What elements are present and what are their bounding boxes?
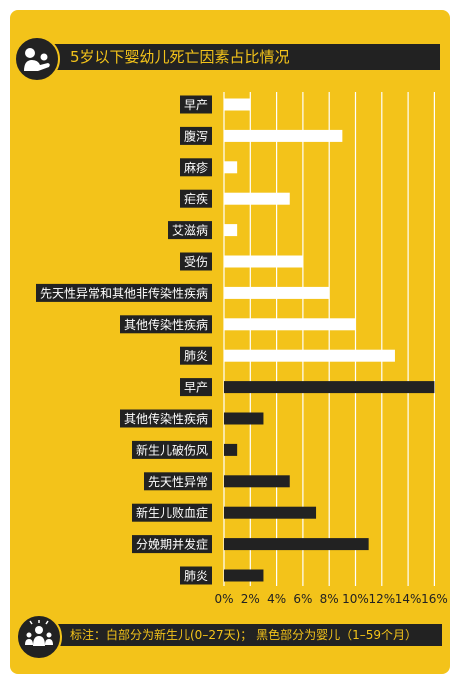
category-label-bg bbox=[36, 283, 212, 302]
category-label: 肺炎 bbox=[184, 349, 208, 363]
bar bbox=[224, 161, 238, 174]
bar bbox=[224, 286, 330, 299]
x-tick-label: 16% bbox=[421, 592, 448, 606]
category-label-bg bbox=[168, 221, 212, 240]
bar bbox=[224, 381, 435, 394]
category-label: 其他传染性疾病 bbox=[124, 317, 208, 332]
bar bbox=[224, 129, 343, 142]
bar bbox=[224, 538, 369, 551]
bar bbox=[224, 412, 264, 425]
category-label: 分娩期并发症 bbox=[136, 537, 208, 552]
category-label-bg bbox=[180, 252, 212, 271]
family-icon bbox=[16, 614, 62, 660]
bar bbox=[224, 506, 317, 519]
mother-baby-icon bbox=[14, 36, 60, 82]
category-label: 腹泻 bbox=[184, 129, 208, 143]
category-label-bg bbox=[120, 409, 212, 428]
category-label-bg bbox=[132, 535, 212, 554]
category-label: 受伤 bbox=[184, 255, 208, 269]
chart-title: 5岁以下婴幼儿死亡因素占比情况 bbox=[70, 48, 290, 66]
category-label: 麻疹 bbox=[184, 160, 208, 175]
x-tick-label: 4% bbox=[267, 592, 286, 606]
bar bbox=[224, 192, 290, 205]
bar bbox=[224, 349, 395, 362]
x-tick-label: 10% bbox=[342, 592, 369, 606]
x-tick-label: 2% bbox=[241, 592, 260, 606]
category-label-bg bbox=[180, 158, 212, 177]
bar bbox=[224, 224, 238, 237]
category-label: 先天性异常 bbox=[148, 475, 208, 489]
category-label-bg bbox=[180, 95, 212, 114]
note-bar bbox=[22, 624, 442, 646]
category-label-bg bbox=[144, 472, 212, 491]
bar bbox=[224, 569, 264, 582]
category-label-bg bbox=[120, 315, 212, 334]
category-label: 先天性异常和其他非传染性疾病 bbox=[40, 285, 208, 300]
x-tick-label: 14% bbox=[395, 592, 422, 606]
bar bbox=[224, 475, 290, 488]
bar bbox=[224, 318, 356, 331]
category-label: 新生儿破伤风 bbox=[136, 442, 208, 457]
category-label-bg bbox=[180, 378, 212, 397]
legend-note: 标注：白部分为新生儿(0–27天)； 黑色部分为婴儿（1–59个月） bbox=[70, 628, 417, 642]
bar bbox=[224, 443, 238, 456]
category-label: 其他传染性疾病 bbox=[124, 411, 208, 426]
category-label-bg bbox=[180, 346, 212, 365]
category-label: 疟疾 bbox=[184, 191, 208, 206]
category-label-bg bbox=[180, 566, 212, 585]
x-tick-label: 8% bbox=[320, 592, 339, 606]
category-label: 早产 bbox=[184, 98, 208, 112]
category-label-bg bbox=[180, 126, 212, 145]
x-tick-label: 6% bbox=[293, 592, 312, 606]
x-tick-label: 0% bbox=[214, 592, 233, 606]
category-label-bg bbox=[132, 440, 212, 459]
category-label-bg bbox=[180, 189, 212, 208]
category-label: 新生儿败血症 bbox=[136, 505, 208, 520]
title-bar bbox=[22, 44, 440, 70]
category-label: 艾滋病 bbox=[172, 223, 208, 238]
chart-panel bbox=[10, 10, 450, 674]
bar bbox=[224, 255, 303, 268]
category-label: 早产 bbox=[184, 381, 208, 395]
bar bbox=[224, 98, 251, 111]
category-label-bg bbox=[132, 503, 212, 522]
category-label: 肺炎 bbox=[184, 569, 208, 583]
x-tick-label: 12% bbox=[368, 592, 395, 606]
